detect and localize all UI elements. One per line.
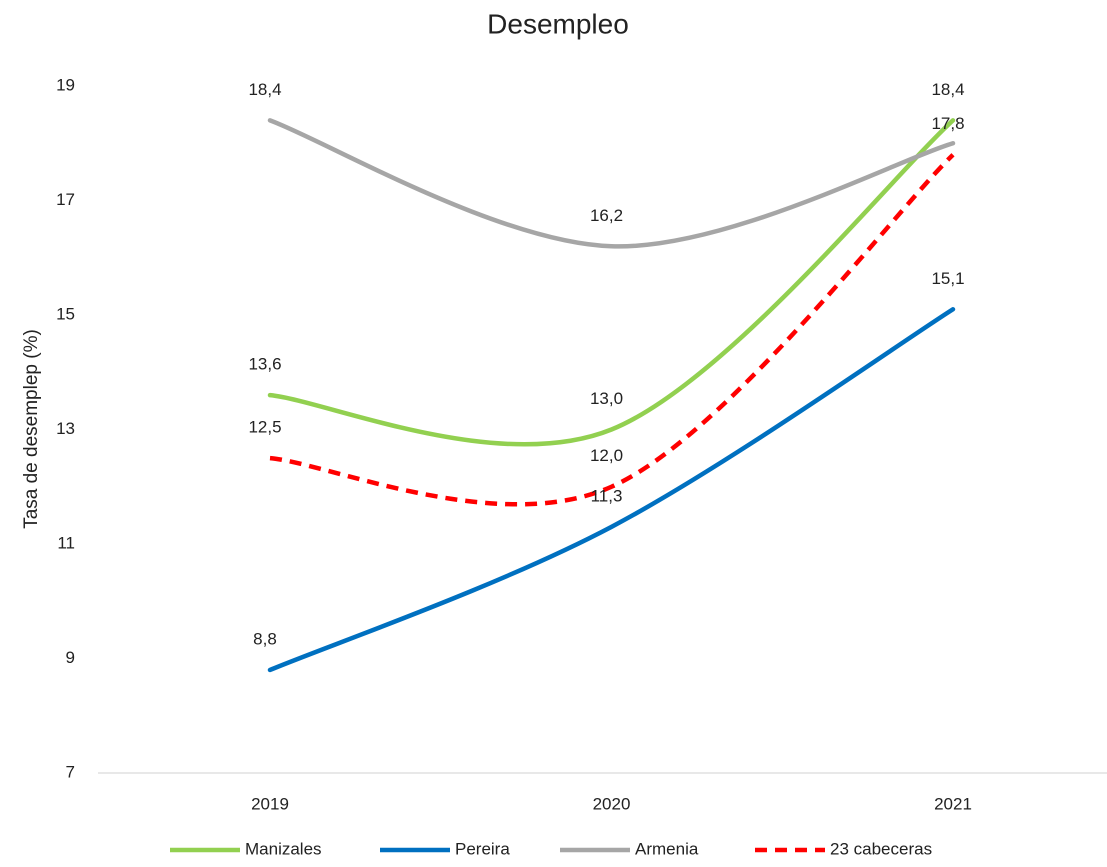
series-line	[267, 307, 956, 673]
data-label: 18,4	[931, 80, 964, 99]
data-label: 13,0	[590, 389, 623, 408]
y-axis-label: Tasa de desemplep (%)	[21, 329, 42, 529]
data-label: 17,8	[931, 114, 964, 133]
legend-label: Pereira	[455, 839, 510, 858]
data-label: 13,6	[248, 355, 281, 374]
data-label: 8,8	[253, 629, 277, 648]
legend-label: 23 cabeceras	[830, 839, 932, 858]
data-label: 12,5	[248, 418, 281, 437]
data-label: 16,2	[590, 206, 623, 225]
chart-title: Desempleo	[487, 8, 629, 39]
x-tick-label: 2021	[934, 794, 972, 813]
x-tick-label: 2020	[593, 794, 631, 813]
x-tick-label: 2019	[251, 794, 289, 813]
y-tick-label: 15	[56, 304, 75, 323]
y-tick-label: 19	[56, 75, 75, 94]
data-label: 18,4	[248, 80, 281, 99]
series-line	[267, 118, 956, 447]
y-tick-label: 11	[57, 533, 75, 552]
y-tick-label: 17	[56, 190, 75, 209]
legend-label: Armenia	[635, 839, 699, 858]
legend-label: Manizales	[245, 839, 322, 858]
data-label: 15,1	[931, 269, 964, 288]
data-label: 12,0	[590, 446, 623, 465]
y-tick-label: 13	[56, 419, 75, 438]
y-tick-label: 7	[66, 762, 75, 781]
y-tick-label: 9	[66, 648, 75, 667]
series-line	[267, 118, 956, 249]
data-label: 11,3	[591, 486, 623, 505]
